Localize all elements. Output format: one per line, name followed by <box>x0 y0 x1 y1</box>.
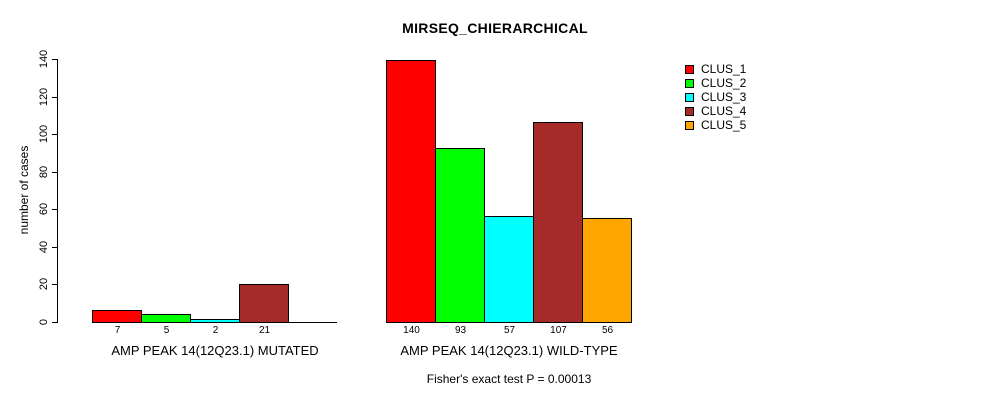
x-axis-label-wildtype: AMP PEAK 14(12Q23.1) WILD-TYPE <box>400 343 618 358</box>
bar-value-label: 57 <box>503 325 516 336</box>
legend-swatch-clus_1 <box>685 64 694 74</box>
bar-clus_2-group1 <box>141 314 191 323</box>
legend-swatch-clus_3 <box>685 92 694 102</box>
bar-clus_3-group1 <box>190 319 240 323</box>
bar-value-label: 7 <box>114 325 121 336</box>
y-tick-label: 20 <box>38 277 50 291</box>
y-axis-tick <box>52 322 57 323</box>
bar-clus_2-group2 <box>435 148 485 323</box>
bar-clus_1-group1 <box>92 310 142 323</box>
legend-item-clus_1: CLUS_1 <box>685 62 746 76</box>
bar-value-label: 5 <box>163 325 170 336</box>
legend-swatch-clus_4 <box>685 106 694 116</box>
bar-clus_4-group2 <box>533 122 583 323</box>
y-axis-tick <box>52 97 57 98</box>
bar-value-label: 2 <box>212 325 219 336</box>
bar-value-label: 93 <box>454 325 467 336</box>
chart-title: MIRSEQ_CHIERARCHICAL <box>402 20 588 36</box>
y-axis-title: number of cases <box>17 145 31 235</box>
y-axis-tick <box>52 59 57 60</box>
fisher-test-annotation: Fisher's exact test P = 0.00013 <box>426 372 592 386</box>
bar-value-label: 56 <box>601 325 614 336</box>
legend-label: CLUS_1 <box>701 62 747 76</box>
y-axis-tick <box>52 247 57 248</box>
legend: CLUS_1 CLUS_2 CLUS_3 CLUS_4 CLUS_5 <box>685 62 746 132</box>
y-tick-label: 100 <box>38 124 50 144</box>
y-tick-label: 80 <box>38 165 50 179</box>
x-axis-label-mutated: AMP PEAK 14(12Q23.1) MUTATED <box>111 343 319 358</box>
y-tick-label: 120 <box>38 87 50 107</box>
legend-swatch-clus_5 <box>685 120 694 130</box>
legend-label: CLUS_4 <box>701 104 747 118</box>
legend-item-clus_2: CLUS_2 <box>685 76 746 90</box>
y-tick-label: 0 <box>38 318 50 326</box>
legend-item-clus_3: CLUS_3 <box>685 90 746 104</box>
y-axis-tick <box>52 172 57 173</box>
bar-value-label: 107 <box>550 325 567 336</box>
legend-item-clus_5: CLUS_5 <box>685 118 746 132</box>
y-axis-tick <box>52 284 57 285</box>
bar-value-label: 140 <box>403 325 420 336</box>
bar-value-label: 21 <box>258 325 271 336</box>
y-axis-line <box>57 59 58 323</box>
legend-label: CLUS_5 <box>701 118 747 132</box>
y-axis-tick <box>52 134 57 135</box>
bar-clus_3-group2 <box>484 216 534 323</box>
legend-swatch-clus_2 <box>685 78 694 88</box>
y-tick-label: 140 <box>38 49 50 69</box>
bar-clus_1-group2 <box>386 60 436 323</box>
legend-item-clus_4: CLUS_4 <box>685 104 746 118</box>
y-tick-label: 40 <box>38 240 50 254</box>
legend-label: CLUS_3 <box>701 90 747 104</box>
legend-label: CLUS_2 <box>701 76 747 90</box>
bar-clus_4-group1 <box>239 284 289 323</box>
y-tick-label: 60 <box>38 202 50 216</box>
bar-clus_5-group2 <box>582 218 632 323</box>
y-axis-tick <box>52 209 57 210</box>
